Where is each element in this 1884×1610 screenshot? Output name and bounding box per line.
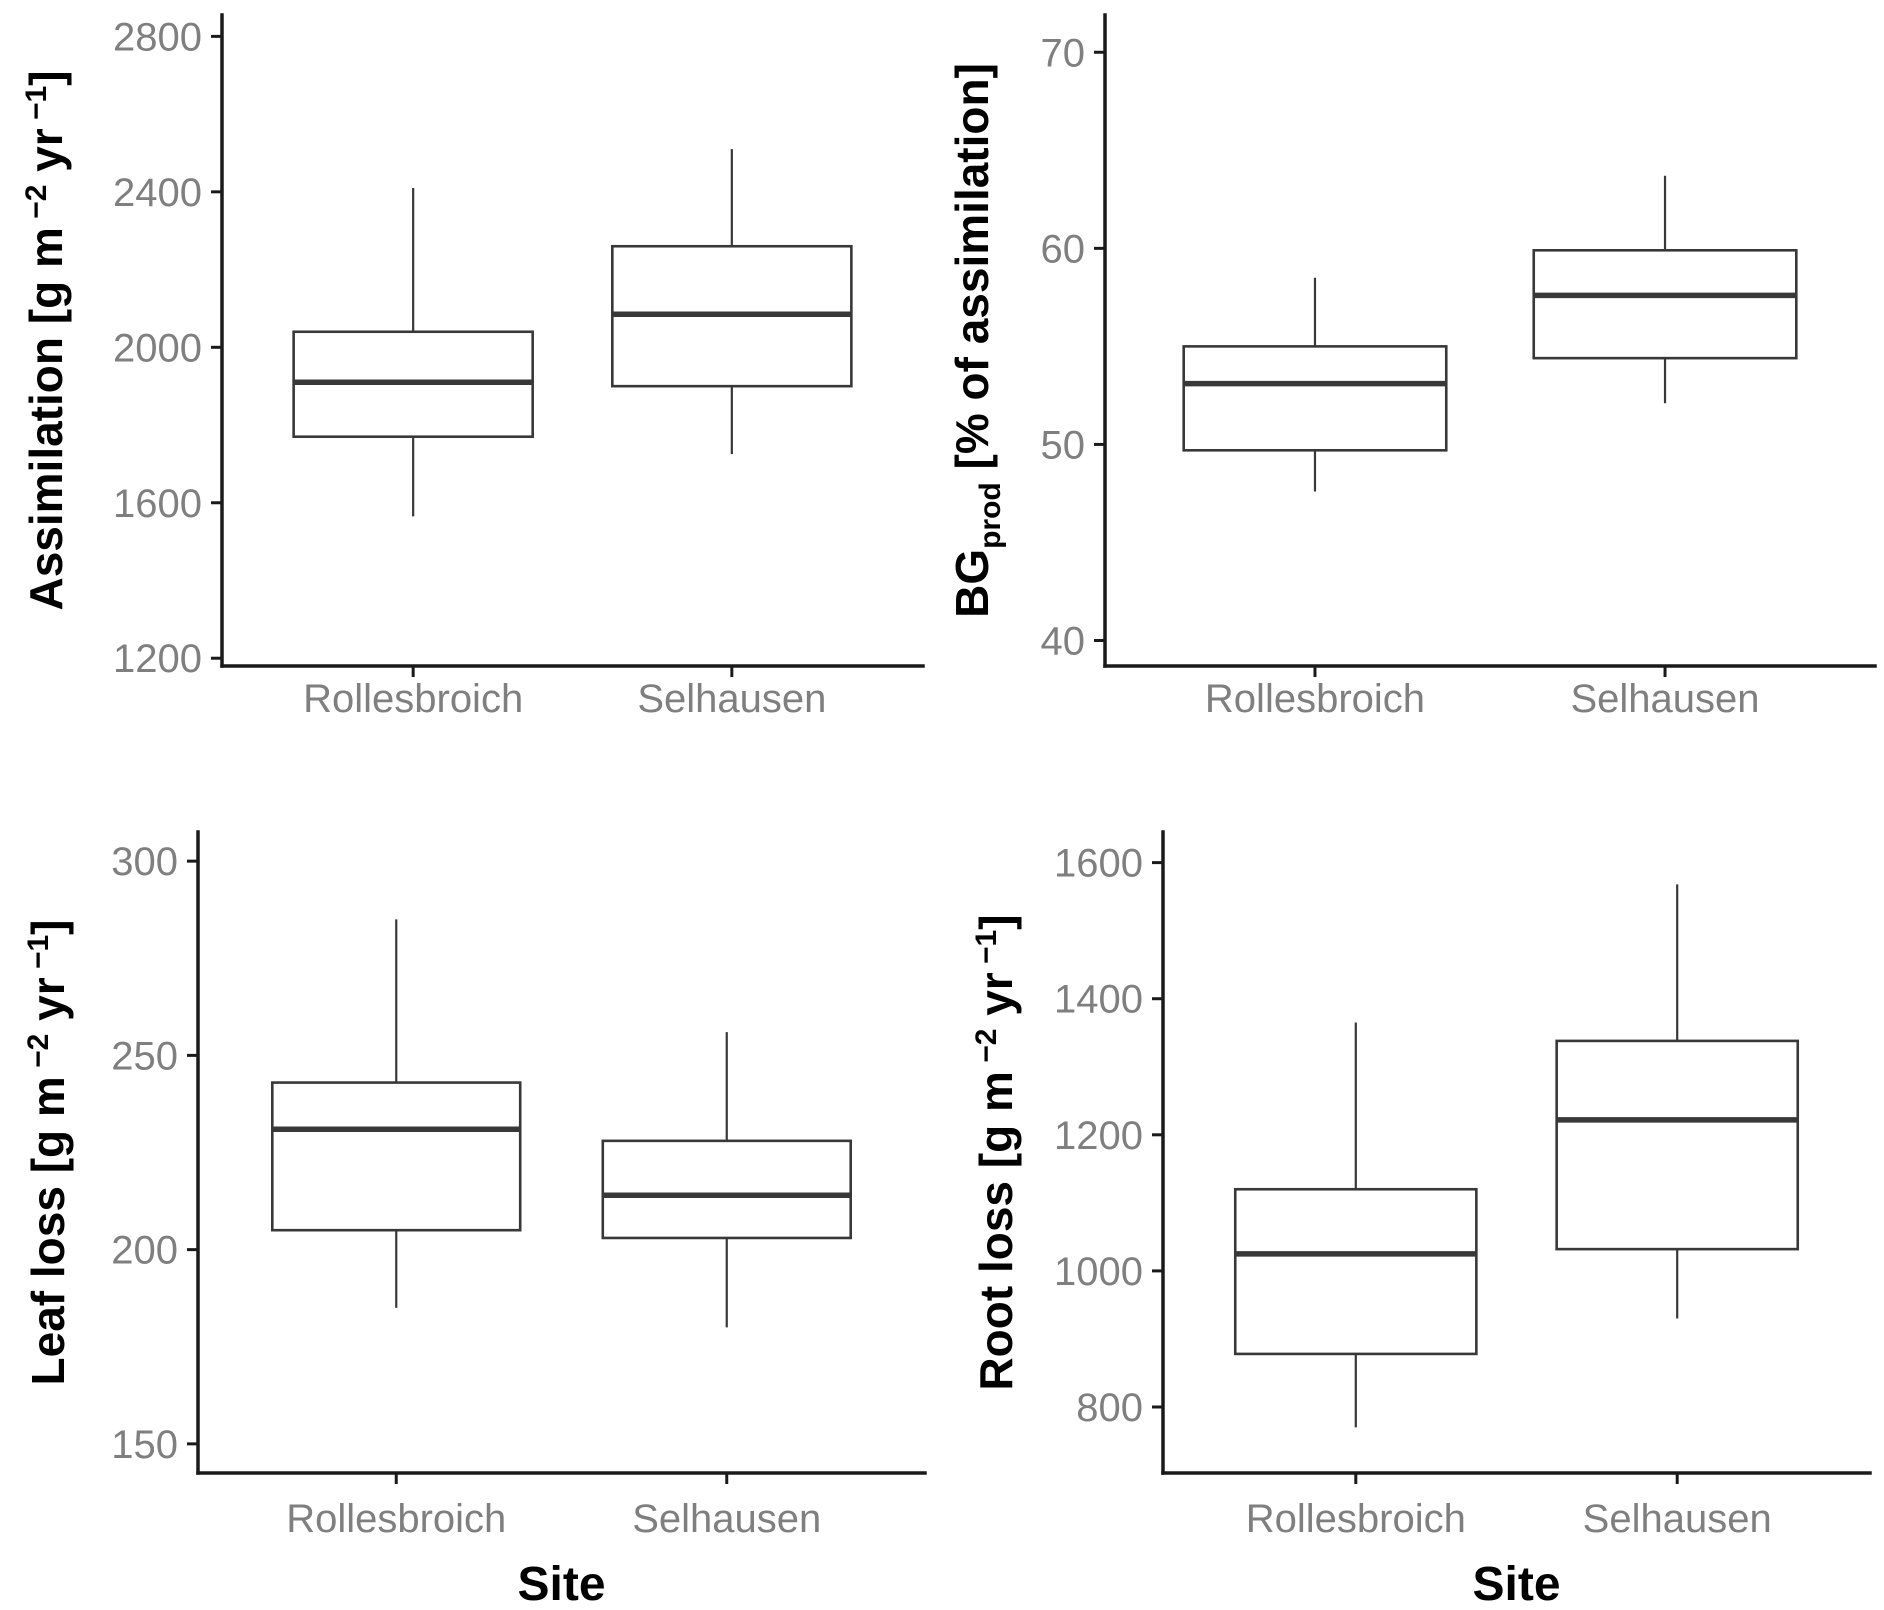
panel-assimilation: 1200 1600 2000 2400 2800 Rollesbroich Selhause… xyxy=(20,13,925,721)
x-category-label-selhausen: Selhausen xyxy=(632,1497,821,1541)
y-tick-label: 300 xyxy=(111,840,178,884)
boxplot-box xyxy=(1532,249,1798,360)
y-tick-label: 1200 xyxy=(113,637,202,681)
x-category-label-rollesbroich: Rollesbroich xyxy=(286,1497,506,1541)
x-axis-title-site: Site xyxy=(1472,1558,1560,1610)
boxplot-box xyxy=(1182,345,1448,452)
y-tick-label: 50 xyxy=(1041,423,1086,467)
panel-root-loss: 800 1000 1200 1400 1600 Rollesbroich Selhausen… xyxy=(970,830,1872,1610)
boxplot-box xyxy=(1233,1187,1478,1356)
x-category-label-rollesbroich: Rollesbroich xyxy=(303,677,523,721)
y-tick-label: 200 xyxy=(111,1229,178,1273)
x-category-label-rollesbroich: Rollesbroich xyxy=(1205,677,1425,721)
y-tick-label: 800 xyxy=(1076,1386,1143,1430)
y-axis-title-bg-prod: BGprod [% of assimilation] xyxy=(946,63,1007,618)
y-tick-label: 2000 xyxy=(113,326,202,370)
boxplot-box xyxy=(601,1139,853,1240)
y-tick-label: 1400 xyxy=(1054,978,1143,1022)
boxplot-selhausen xyxy=(1532,175,1798,404)
boxplot-rollesbroich xyxy=(270,919,522,1308)
y-tick-label: 2400 xyxy=(113,171,202,215)
x-category-label-selhausen: Selhausen xyxy=(637,677,826,721)
boxplot-selhausen xyxy=(611,149,853,455)
boxplot-selhausen xyxy=(601,1032,853,1328)
boxplot-rollesbroich xyxy=(1182,277,1448,492)
y-tick-label: 2800 xyxy=(113,15,202,59)
x-category-label-rollesbroich: Rollesbroich xyxy=(1246,1497,1466,1541)
boxplot-box xyxy=(270,1081,522,1232)
y-tick-label: 1600 xyxy=(113,482,202,526)
y-tick-label: 1600 xyxy=(1054,842,1143,886)
y-tick-label: 1200 xyxy=(1054,1114,1143,1158)
y-axis-title-leaf-loss: Leaf loss [g m −2 yr −1] xyxy=(22,920,74,1386)
y-tick-label: 60 xyxy=(1041,227,1086,271)
panel-bg-prod: 40 50 60 70 Rollesbroich Selhausen BGprod [% o… xyxy=(946,13,1877,721)
boxplot-selhausen xyxy=(1555,884,1800,1319)
boxplot-box xyxy=(1555,1039,1800,1251)
y-tick-label: 150 xyxy=(111,1423,178,1467)
y-tick-label: 250 xyxy=(111,1034,178,1078)
boxplot-rollesbroich xyxy=(1233,1022,1478,1428)
y-tick-label: 40 xyxy=(1041,620,1086,664)
x-category-label-selhausen: Selhausen xyxy=(1570,677,1759,721)
y-axis-title-assimilation: Assimilation [g m −2 yr −1] xyxy=(20,70,72,610)
panel-leaf-loss: 150 200 250 300 Rollesbroich Selhausen Leaf lo… xyxy=(22,830,927,1610)
y-axis-title-root-loss: Root loss [g m −2 yr −1] xyxy=(970,914,1022,1390)
y-tick-label: 70 xyxy=(1041,31,1086,75)
x-category-label-selhausen: Selhausen xyxy=(1583,1497,1772,1541)
boxplot-rollesbroich xyxy=(292,187,534,517)
y-tick-label: 1000 xyxy=(1054,1250,1143,1294)
x-axis-title-site: Site xyxy=(517,1558,605,1610)
